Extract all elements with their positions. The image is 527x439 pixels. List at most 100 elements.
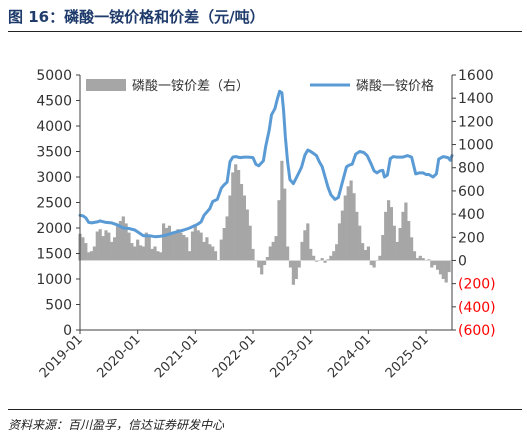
spread-bar: [130, 243, 134, 261]
spread-bar: [436, 260, 440, 270]
spread-bar: [378, 255, 382, 261]
spread-bar: [133, 246, 137, 261]
right-tick-label: (400): [458, 300, 496, 316]
spread-bar: [352, 193, 356, 261]
spread-bar: [389, 207, 393, 261]
spread-bar: [430, 260, 434, 268]
spread-bar: [283, 188, 287, 261]
spread-bar: [251, 248, 255, 261]
spread-bar: [366, 246, 370, 261]
right-tick-label: (200): [458, 277, 496, 293]
spread-bar: [113, 237, 117, 261]
spread-bar: [263, 260, 267, 266]
spread-bar: [384, 211, 388, 261]
spread-bar: [127, 232, 131, 261]
spread-bar: [167, 225, 171, 261]
spread-bar: [208, 244, 212, 261]
spread-bar: [231, 172, 235, 261]
spread-bar: [404, 202, 408, 261]
right-tick-label: 1600: [458, 68, 494, 84]
spread-bar: [115, 225, 120, 261]
spread-bar: [369, 260, 373, 266]
price-line: [78, 89, 454, 239]
spread-bar: [225, 216, 229, 261]
spread-bar: [118, 221, 122, 261]
spread-bar: [286, 246, 290, 261]
spread-bar: [335, 244, 339, 261]
spread-bar: [312, 255, 316, 261]
spread-bar: [248, 225, 252, 261]
spread-bar: [234, 164, 238, 261]
spread-bar: [395, 241, 399, 261]
spread-bar: [156, 251, 160, 261]
spread-bar: [441, 260, 445, 279]
spread-bar: [415, 258, 419, 261]
spread-bar: [398, 228, 402, 261]
spread-bar: [265, 257, 269, 261]
spread-bar: [202, 241, 206, 261]
spread-bar: [355, 211, 359, 261]
spread-bar: [147, 236, 151, 261]
left-tick-label: 2000: [36, 221, 72, 237]
left-tick-label: 5000: [36, 68, 72, 84]
price-spread-chart: 0500100015002000250030003500400045005000…: [36, 68, 496, 381]
spread-bar: [438, 260, 443, 275]
right-tick-label: 600: [458, 184, 485, 200]
right-tick-label: 1200: [458, 114, 494, 130]
spread-bar: [98, 229, 102, 261]
title-divider: [8, 31, 522, 32]
spread-bar: [121, 216, 125, 261]
spread-bar: [421, 258, 425, 261]
left-tick-label: 1500: [36, 247, 72, 263]
spread-bar: [444, 260, 448, 283]
spread-bar: [381, 235, 385, 261]
spread-bar: [153, 246, 157, 261]
spread-bar: [294, 260, 298, 279]
spread-bar: [196, 230, 200, 261]
spread-bar: [387, 200, 391, 261]
x-tick-label: 2020-01: [94, 332, 143, 381]
left-tick-label: 500: [45, 298, 72, 314]
legend-spread-swatch: [86, 79, 126, 91]
figure-title: 图 16：磷酸一铵价格和价差（元/吨）: [8, 8, 265, 26]
right-tick-label: 800: [458, 161, 485, 177]
spread-bar: [176, 229, 180, 261]
spread-bar: [136, 239, 140, 261]
spread-bar: [107, 232, 111, 261]
spread-bar: [427, 259, 431, 261]
spread-bar: [205, 237, 209, 261]
spread-bar: [211, 246, 215, 261]
left-tick-label: 4000: [36, 119, 72, 135]
spread-bar: [89, 251, 94, 261]
x-tick-label: 2021-01: [152, 332, 201, 381]
legend-spread-label: 磷酸一铵价差（右）: [132, 79, 249, 94]
spread-bar: [87, 252, 91, 261]
spread-bar: [268, 246, 272, 261]
right-tick-label: (600): [458, 323, 496, 339]
spread-bars: [78, 160, 451, 285]
left-tick-label: 3000: [36, 170, 72, 186]
spread-bar: [303, 230, 307, 261]
spread-bar: [173, 231, 177, 261]
x-tick-label: 2019-01: [37, 332, 86, 381]
spread-bar: [277, 200, 281, 261]
spread-bar: [329, 255, 333, 261]
x-tick-label: 2025-01: [383, 332, 432, 381]
spread-bar: [159, 252, 163, 261]
right-tick-label: 200: [458, 230, 485, 246]
spread-bar: [219, 239, 223, 261]
spread-bar: [346, 186, 350, 261]
spread-bar: [222, 228, 226, 261]
spread-bar: [320, 258, 324, 261]
spread-bar: [179, 232, 183, 261]
spread-bar: [190, 231, 195, 261]
source-divider: [8, 409, 522, 410]
spread-bar: [407, 221, 411, 261]
spread-bar: [358, 225, 362, 261]
spread-bar: [401, 211, 405, 261]
left-tick-label: 4500: [36, 94, 72, 110]
spread-bar: [162, 223, 166, 261]
legend-price-label: 磷酸一铵价格: [356, 78, 434, 94]
spread-bar: [297, 260, 301, 268]
left-tick-label: 0: [63, 323, 72, 339]
